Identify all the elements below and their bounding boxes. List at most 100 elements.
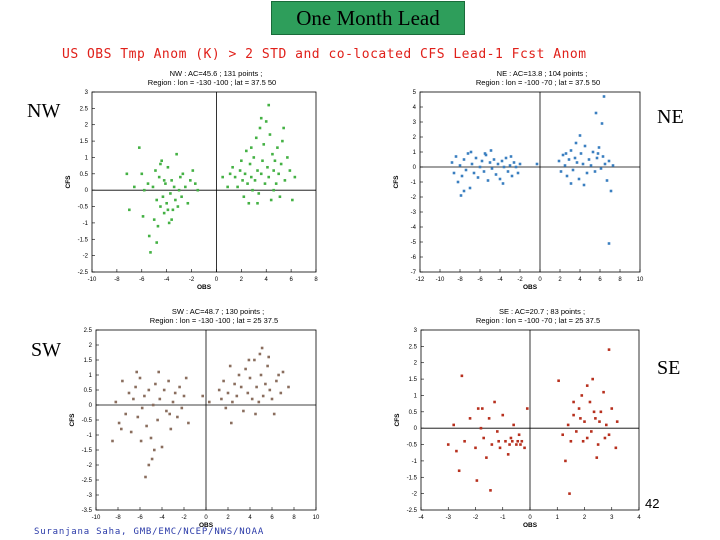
sw-data-point (182, 394, 186, 398)
sw-data-point (228, 364, 232, 368)
sw-data-point (248, 376, 252, 380)
nw-ytick-label: -0.5 (78, 205, 89, 211)
nw-data-point (257, 192, 261, 195)
nw-ytick-label: 1.5 (80, 139, 89, 145)
ne-data-point (605, 179, 609, 182)
sw-ytick-label: -1 (87, 433, 93, 439)
se-chart-subtitle: Region : lon = -100 -70 ; lat = 25 37.5 (476, 316, 600, 325)
nw-data-point (258, 126, 262, 130)
sw-data-point (268, 388, 272, 392)
ne-yaxis-label: CFS (393, 175, 400, 189)
nw-xtick-label: -8 (114, 277, 120, 283)
nw-data-point (259, 172, 263, 176)
se-data-point (485, 456, 488, 459)
ne-data-point (486, 179, 490, 182)
se-data-point (463, 439, 466, 443)
se-data-point (602, 390, 605, 394)
nw-data-point (161, 195, 165, 199)
se-data-point (605, 423, 608, 427)
se-data-point (520, 439, 524, 443)
ne-data-point (603, 162, 607, 166)
ne-data-point (483, 152, 487, 155)
sw-data-point (217, 388, 221, 392)
nw-data-point (274, 182, 278, 185)
se-ytick-label: 1.5 (409, 377, 418, 383)
ne-data-point (591, 150, 595, 154)
quadrant-label-nw: NW (27, 100, 61, 122)
nw-data-point (221, 175, 224, 179)
se-data-point (498, 446, 502, 450)
se-data-point (460, 374, 464, 378)
se-data-point (572, 400, 575, 404)
sw-data-point (173, 391, 177, 395)
ne-data-point (508, 164, 512, 167)
sw-ytick-label: -3 (87, 493, 93, 499)
se-data-point (508, 443, 511, 446)
nw-data-point (184, 185, 187, 189)
se-ytick-label: -2.5 (407, 508, 418, 514)
se-data-point (585, 436, 589, 440)
sw-data-point (254, 412, 257, 416)
nw-ytick-label: 2 (85, 123, 89, 129)
nw-data-point (259, 116, 263, 120)
nw-ytick-label: 3 (85, 90, 89, 96)
se-data-point (610, 407, 614, 410)
sw-data-point (129, 430, 133, 434)
ne-ytick-label: -6 (411, 255, 417, 261)
se-xtick-label: -3 (446, 515, 452, 521)
ne-data-point (581, 162, 585, 166)
nw-data-point (170, 218, 173, 221)
nw-data-point (247, 201, 251, 205)
se-data-point (493, 400, 496, 404)
nw-data-point (276, 146, 279, 149)
se-data-point (572, 413, 575, 417)
se-xtick-label: -2 (473, 515, 479, 521)
sw-data-point (267, 355, 270, 359)
ne-data-point (496, 162, 500, 166)
sw-data-point (138, 376, 142, 380)
slide-title-box: One Month Lead (271, 1, 465, 35)
quadrant-label-se: SE (657, 357, 681, 379)
ne-chart-subtitle: Region : lon = -100 -70 ; lat = 37.5 50 (476, 78, 600, 87)
sw-data-point (178, 385, 181, 389)
sw-data-point (134, 385, 137, 389)
ne-data-point (582, 183, 586, 187)
sw-data-point (255, 385, 258, 389)
sw-data-point (247, 358, 251, 362)
se-ytick-label: 3 (414, 328, 418, 334)
ne-data-point (509, 155, 513, 158)
nw-data-point (249, 146, 253, 149)
ne-data-point (599, 167, 603, 170)
sw-data-point (162, 388, 166, 392)
sw-data-point (258, 352, 262, 356)
ne-data-point (494, 173, 498, 176)
ne-xtick-label: 2 (558, 277, 562, 283)
ne-data-point (469, 150, 473, 154)
sw-data-point (222, 379, 225, 383)
ne-data-point (571, 168, 575, 172)
nw-data-point (226, 185, 229, 189)
ne-ytick-label: -4 (411, 225, 417, 231)
ne-data-point (450, 161, 454, 164)
sw-data-point (253, 358, 256, 362)
sw-data-point (135, 370, 138, 374)
nw-data-point (167, 221, 171, 225)
se-data-point (557, 379, 560, 383)
se-data-point (585, 384, 589, 387)
nw-data-point (146, 182, 150, 185)
ne-data-point (498, 177, 502, 181)
nw-data-point (140, 172, 144, 176)
nw-data-point (169, 192, 172, 195)
nw-data-point (252, 156, 256, 159)
nw-data-point (286, 156, 289, 159)
ne-data-point (583, 144, 587, 148)
nw-data-point (273, 159, 277, 163)
se-data-point (575, 430, 578, 433)
ne-data-point (501, 182, 505, 185)
quadrant-label-ne: NE (657, 106, 684, 128)
se-data-point (564, 459, 567, 463)
sw-data-point (140, 406, 144, 410)
ne-data-point (516, 171, 520, 175)
ne-ytick-label: -5 (411, 240, 417, 246)
ne-data-point (564, 152, 568, 155)
